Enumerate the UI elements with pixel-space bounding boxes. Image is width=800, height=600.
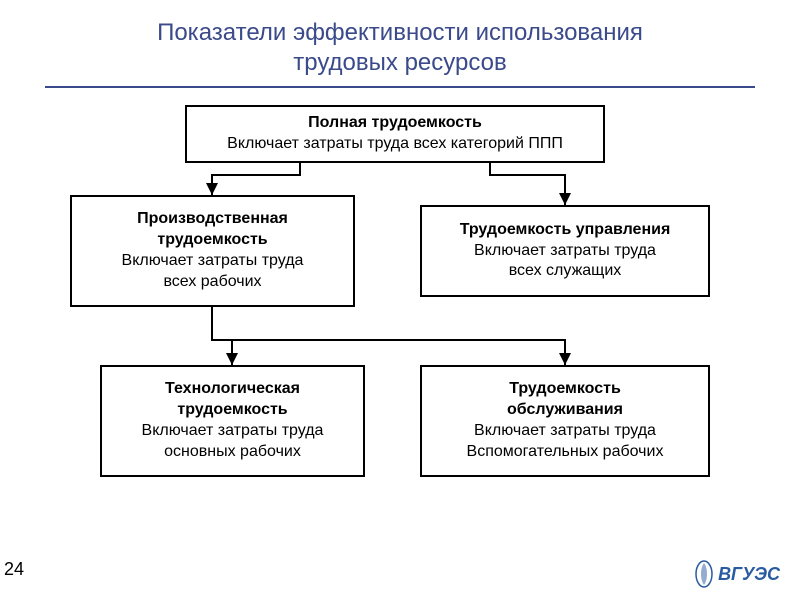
node-production-labor-intensity: ПроизводственнаятрудоемкостьВключает зат…: [70, 195, 355, 307]
node-management-labor-intensity: Трудоемкость управленияВключает затраты …: [420, 205, 710, 297]
node-heading: Трудоемкость: [509, 379, 621, 400]
node-text: Вспомогательных рабочих: [467, 442, 664, 463]
title-line-2: трудовых ресурсов: [0, 48, 800, 78]
node-text: основных рабочих: [164, 442, 301, 463]
title-line-1: Показатели эффективности использования: [0, 18, 800, 48]
node-technological-labor-intensity: ТехнологическаятрудоемкостьВключает затр…: [100, 365, 365, 477]
node-text: Включает затраты труда: [474, 241, 656, 262]
node-heading: Полная трудоемкость: [308, 113, 482, 134]
node-heading: Технологическая: [165, 379, 300, 400]
logo-text: ВГУЭС: [718, 564, 780, 585]
node-full-labor-intensity: Полная трудоемкостьВключает затраты труд…: [185, 105, 605, 163]
node-text: всех служащих: [509, 261, 622, 282]
node-heading: трудоемкость: [177, 400, 287, 421]
node-heading: Трудоемкость управления: [460, 220, 671, 241]
page-number: 24: [4, 559, 24, 580]
slide: Показатели эффективности использования т…: [0, 0, 800, 600]
node-text: Включает затраты труда всех категорий ПП…: [227, 134, 563, 155]
node-text: Включает затраты труда: [142, 421, 324, 442]
node-heading: обслуживания: [507, 400, 623, 421]
node-heading: Производственная: [137, 209, 288, 230]
edge: [490, 163, 565, 205]
logo-icon: [694, 560, 714, 588]
node-service-labor-intensity: ТрудоемкостьобслуживанияВключает затраты…: [420, 365, 710, 477]
title-underline: [45, 86, 755, 88]
node-heading: трудоемкость: [157, 230, 267, 251]
slide-title: Показатели эффективности использования т…: [0, 18, 800, 78]
logo: ВГУЭС: [694, 560, 780, 588]
node-text: всех рабочих: [163, 272, 261, 293]
edge: [212, 307, 232, 365]
node-text: Включает затраты труда: [122, 251, 304, 272]
node-text: Включает затраты труда: [474, 421, 656, 442]
edge: [212, 163, 300, 195]
edge: [212, 307, 565, 365]
